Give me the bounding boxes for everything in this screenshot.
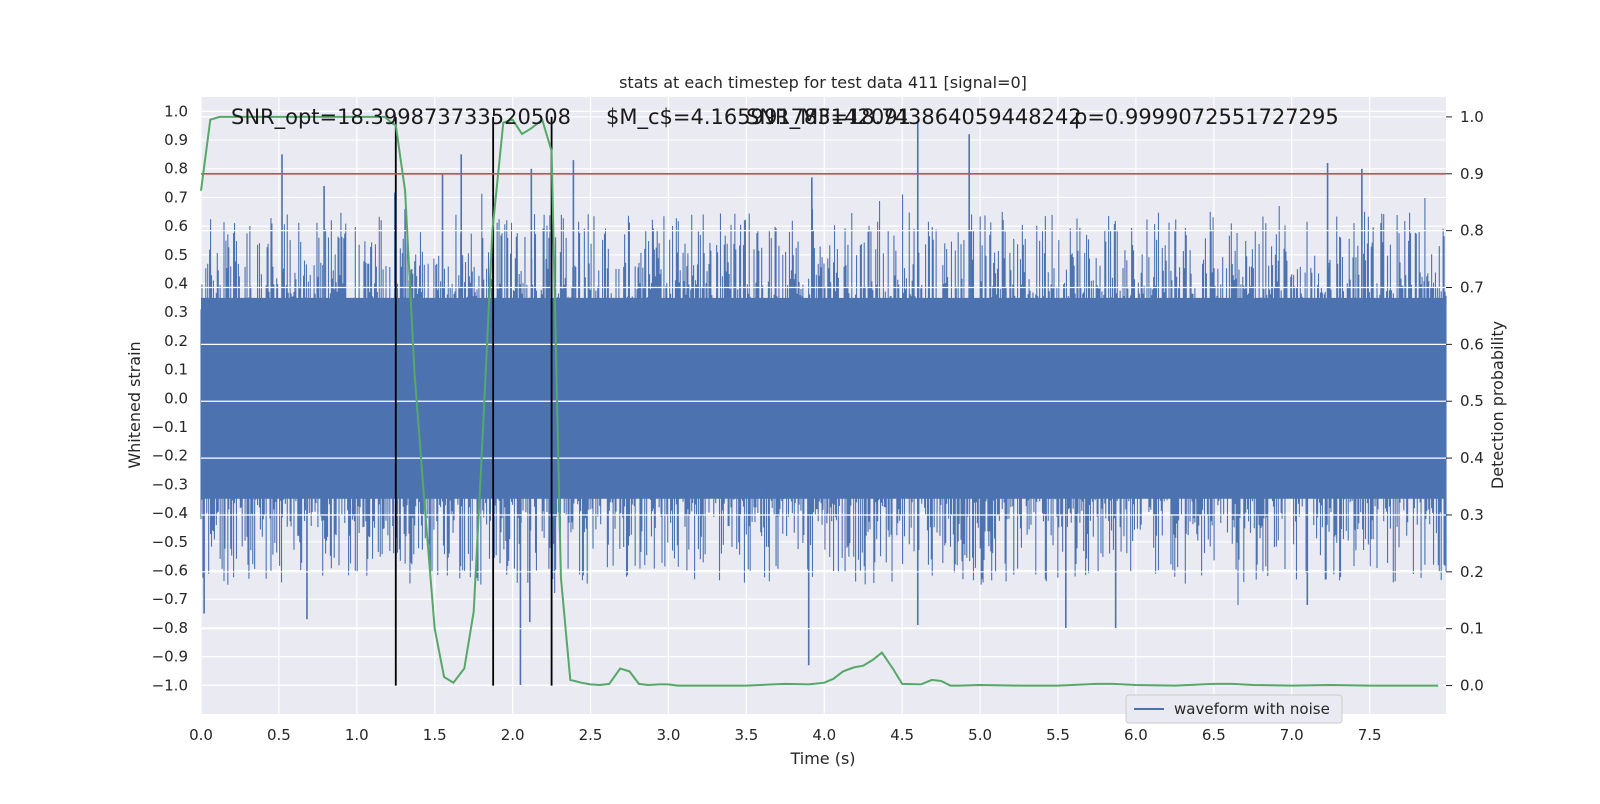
x-tick-label: 7.0 (1280, 726, 1304, 744)
y-tick-label-right: 0.9 (1460, 165, 1484, 183)
y-tick-label-right: 0.8 (1460, 222, 1484, 240)
x-tick-label: 4.0 (812, 726, 836, 744)
waveform-series (200, 122, 1447, 686)
y-tick-label-left: 0.8 (164, 160, 188, 178)
right-axis-grid (201, 116, 1446, 687)
y-tick-label-right: 0.3 (1460, 506, 1484, 524)
y-tick-label-left: −0.4 (152, 504, 188, 522)
y-tick-label-left: 0.4 (164, 275, 188, 293)
x-tick-label: 5.5 (1046, 726, 1070, 744)
y-axis-label-left: Whitened strain (125, 341, 144, 468)
y-tick-label-right: 0.2 (1460, 563, 1484, 581)
x-tick-label: 3.0 (657, 726, 681, 744)
probability-line (200, 115, 1439, 687)
y-axis-label-right: Detection probability (1488, 321, 1507, 489)
y-tick-label-left: 1.0 (164, 102, 188, 120)
vertical-markers (394, 116, 553, 686)
y-tick-label-right: 0.0 (1460, 677, 1484, 695)
y-tick-label-right: 0.6 (1460, 335, 1484, 353)
chart-title: stats at each timestep for test data 411… (619, 73, 1027, 92)
probability-series (200, 115, 1439, 687)
y-tick-label-left: 0.5 (164, 246, 188, 264)
legend-box (1125, 694, 1343, 724)
y-tick-label-left: 0.2 (164, 332, 188, 350)
x-tick-label: 1.0 (345, 726, 369, 744)
x-tick-label: 3.5 (734, 726, 758, 744)
y-tick-label-right: 1.0 (1460, 108, 1484, 126)
y-tick-label-right: 0.7 (1460, 279, 1484, 297)
y-tick-label-left: 0.7 (164, 188, 188, 206)
legend: waveform with noise (1125, 694, 1343, 724)
x-tick-label: 0.5 (267, 726, 291, 744)
y-tick-label-right: 0.5 (1460, 392, 1484, 410)
x-tick-label: 2.0 (501, 726, 525, 744)
x-tick-label: 7.5 (1358, 726, 1382, 744)
x-axis-label: Time (s) (789, 749, 855, 768)
y-tick-label-left: 0.9 (164, 131, 188, 149)
y-tick-label-left: 0.6 (164, 217, 188, 235)
y-tick-label-left: −1.0 (152, 676, 188, 694)
legend-entry-waveform: waveform with noise (1174, 700, 1330, 718)
annotation-snr-opt: SNR_opt=18.399873733520508 (231, 105, 571, 130)
y-tick-label-left: −0.2 (152, 447, 188, 465)
y-tick-label-left: −0.9 (152, 648, 188, 666)
y-tick-label-left: −0.1 (152, 418, 188, 436)
y-tick-label-left: −0.7 (152, 590, 188, 608)
y-tick-label-left: −0.5 (152, 533, 188, 551)
y-tick-label-right: 0.4 (1460, 449, 1484, 467)
y-tick-label-left: −0.6 (152, 562, 188, 580)
y-tick-label-left: −0.3 (152, 475, 188, 493)
x-tick-label: 6.5 (1202, 726, 1226, 744)
x-tick-label: 6.0 (1124, 726, 1148, 744)
annotation-snr-mf: SNR_MF=18.743864059448242 (746, 105, 1082, 130)
y-tick-label-left: 0.1 (164, 361, 188, 379)
tick-labels: 0.0 0.5 1.0 1.5 2.0 2.5 3.0 3.5 4.0 4.5 5.0 5.5 6.0 6… (152, 102, 1484, 744)
x-tick-label: 1.5 (423, 726, 447, 744)
y-tick-label-right: 0.1 (1460, 620, 1484, 638)
y-tick-label-left: −0.8 (152, 619, 188, 637)
x-tick-label: 5.0 (968, 726, 992, 744)
x-tick-label: 4.5 (890, 726, 914, 744)
annotation-p-value: p=0.9999072551727295 (1074, 105, 1339, 129)
x-tick-label: 0.0 (189, 726, 213, 744)
annotation-chirp-mass: $M_c$=4.165991783142091 (606, 105, 911, 130)
y-tick-label-left: 0.0 (164, 389, 188, 407)
y-tick-label-left: 0.3 (164, 303, 188, 321)
x-tick-label: 2.5 (579, 726, 603, 744)
